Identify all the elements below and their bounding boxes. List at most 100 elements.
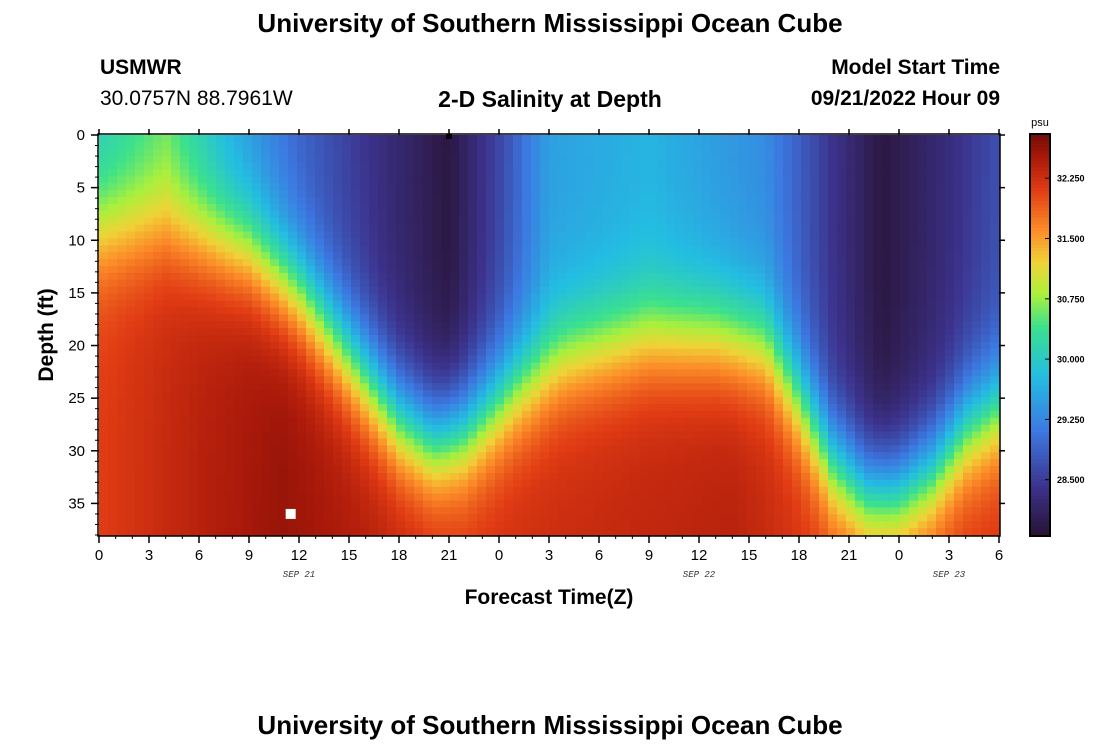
heatmap-cell (756, 459, 766, 467)
heatmap-cell (144, 500, 154, 509)
heatmap-cell (846, 369, 856, 377)
heatmap-cell (243, 438, 253, 446)
heatmap-cell (612, 217, 622, 226)
heatmap-cell (126, 245, 136, 253)
heatmap-cell (270, 210, 280, 219)
heatmap-cell (513, 355, 523, 364)
heatmap-cell (864, 369, 874, 377)
heatmap-cell (531, 466, 541, 474)
heatmap-cell (369, 266, 379, 274)
heatmap-cell (225, 231, 235, 240)
heatmap-cell (495, 307, 505, 315)
heatmap-cell (180, 397, 190, 405)
heatmap-cell (126, 472, 136, 481)
heatmap-cell (252, 300, 262, 309)
heatmap-cell (342, 169, 352, 177)
heatmap-cell (378, 279, 388, 288)
heatmap-cell (207, 245, 217, 253)
heatmap-cell (450, 197, 460, 205)
heatmap-cell (693, 279, 703, 288)
heatmap-cell (819, 272, 829, 281)
heatmap-cell (684, 362, 694, 371)
heatmap-cell (432, 383, 442, 391)
heatmap-cell (216, 169, 226, 177)
heatmap-cell (396, 231, 406, 240)
heatmap-cell (432, 466, 442, 474)
heatmap-cell (288, 238, 298, 246)
heatmap-cell (441, 528, 451, 536)
heatmap-cell (819, 438, 829, 446)
heatmap-cell (792, 314, 802, 322)
heatmap-cell (612, 355, 622, 364)
heatmap-cell (594, 252, 604, 260)
heatmap-cell (108, 431, 118, 440)
heatmap-cell (621, 528, 631, 536)
heatmap-cell (252, 376, 262, 384)
heatmap-cell (657, 321, 667, 329)
heatmap-cell (342, 528, 352, 536)
heatmap-cell (630, 362, 640, 371)
heatmap-cell (144, 252, 154, 260)
heatmap-cell (360, 252, 370, 260)
heatmap-cell (252, 528, 262, 536)
heatmap-cell (738, 417, 748, 426)
heatmap-cell (621, 266, 631, 274)
heatmap-cell (522, 300, 532, 309)
heatmap-cell (819, 417, 829, 426)
heatmap-cell (855, 390, 865, 398)
heatmap-cell (513, 203, 523, 212)
heatmap-cell (621, 272, 631, 281)
heatmap-cell (486, 176, 496, 184)
heatmap-cell (819, 162, 829, 171)
heatmap-cell (180, 252, 190, 260)
heatmap-cell (477, 507, 487, 515)
heatmap-cell (522, 348, 532, 357)
heatmap-cell (720, 224, 730, 233)
heatmap-cell (648, 176, 658, 184)
heatmap-cell (594, 266, 604, 274)
heatmap-cell (207, 521, 217, 529)
heatmap-cell (216, 238, 226, 246)
heatmap-cell (684, 190, 694, 198)
heatmap-cell (396, 197, 406, 205)
heatmap-cell (297, 521, 307, 529)
heatmap-cell (234, 390, 244, 398)
heatmap-cell (207, 341, 217, 350)
heatmap-cell (729, 452, 739, 460)
heatmap-cell (603, 431, 613, 440)
heatmap-cell (837, 493, 847, 502)
heatmap-cell (189, 148, 199, 157)
heatmap-cell (765, 403, 775, 412)
heatmap-cell (99, 328, 109, 336)
heatmap-cell (441, 466, 451, 474)
heatmap-cell (747, 321, 757, 329)
heatmap-cell (243, 493, 253, 502)
heatmap-cell (153, 335, 163, 343)
heatmap-cell (801, 466, 811, 474)
heatmap-cell (261, 300, 271, 309)
heatmap-cell (783, 300, 793, 309)
heatmap-cell (522, 155, 532, 164)
heatmap-cell (216, 376, 226, 384)
heatmap-cell (729, 397, 739, 405)
heatmap-cell (450, 141, 460, 150)
heatmap-cell (189, 266, 199, 274)
heatmap-cell (567, 452, 577, 460)
heatmap-cell (792, 459, 802, 467)
heatmap-cell (207, 424, 217, 433)
heatmap-cell (738, 341, 748, 350)
heatmap-cell (441, 479, 451, 488)
heatmap-cell (162, 369, 172, 377)
heatmap-cell (765, 459, 775, 467)
heatmap-cell (270, 445, 280, 453)
heatmap-cell (810, 307, 820, 315)
heatmap-cell (297, 272, 307, 281)
heatmap-cell (207, 231, 217, 240)
heatmap-cell (180, 169, 190, 177)
heatmap-cell (360, 183, 370, 191)
heatmap-cell (486, 245, 496, 253)
heatmap-cell (558, 424, 568, 433)
heatmap-cell (603, 479, 613, 488)
heatmap-cell (747, 390, 757, 398)
heatmap-cell (117, 190, 127, 198)
